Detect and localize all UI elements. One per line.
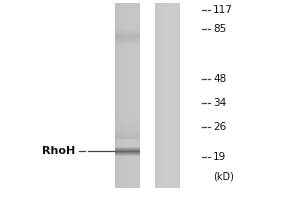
Text: (kD): (kD) [213, 172, 234, 182]
Text: 34: 34 [213, 98, 226, 108]
Text: 19: 19 [213, 152, 226, 162]
Text: 48: 48 [213, 74, 226, 84]
Text: RhoH: RhoH [42, 146, 75, 156]
Text: 26: 26 [213, 122, 226, 132]
Text: 117: 117 [213, 5, 233, 15]
Text: 85: 85 [213, 24, 226, 34]
